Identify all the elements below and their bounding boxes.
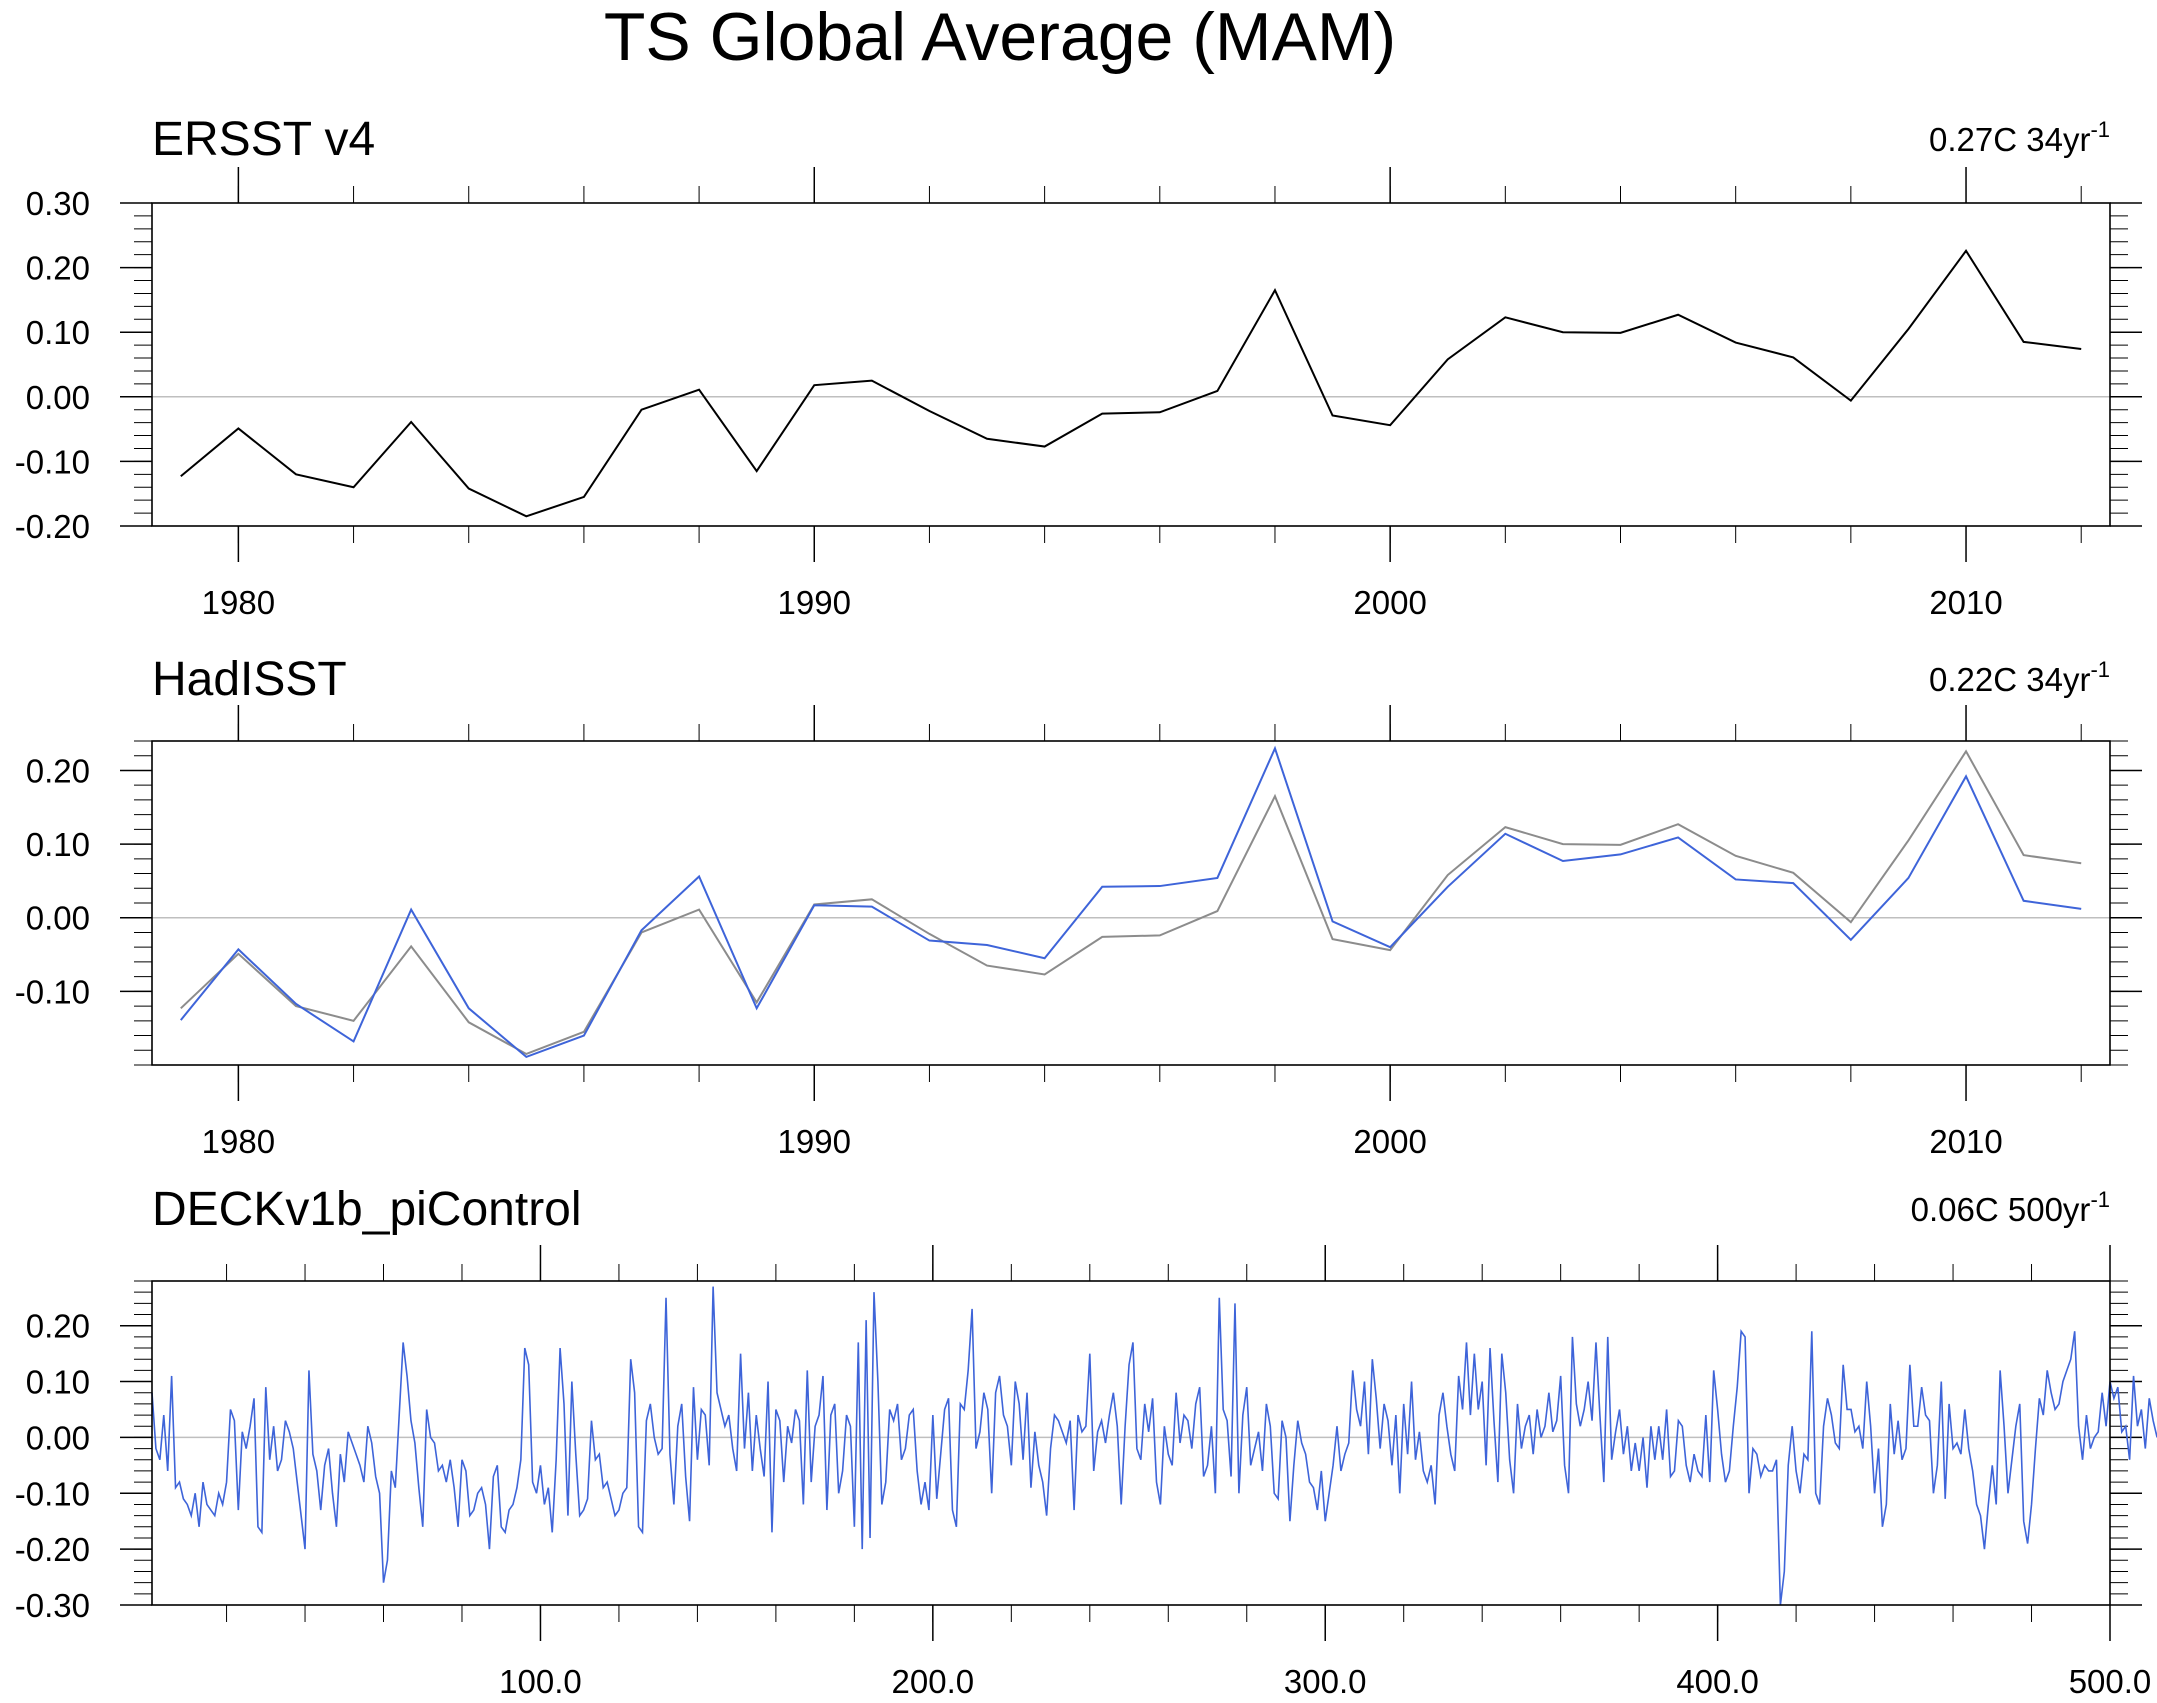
figure-title: TS Global Average (MAM) bbox=[604, 0, 1396, 75]
y-tick-label: -0.10 bbox=[15, 973, 90, 1010]
x-tick-label: 300.0 bbox=[1284, 1663, 1367, 1700]
y-tick-label: 0.00 bbox=[26, 379, 90, 416]
panel-title: HadISST bbox=[152, 653, 347, 706]
panel-hadisst: HadISST 0.22C 34yr-1 -0.10 0.00 0.10 0.20 19… bbox=[15, 653, 2142, 1160]
y-tick-label: 0.20 bbox=[26, 1308, 90, 1345]
x-tick-label: 1980 bbox=[202, 1123, 275, 1160]
x-tick-label: 100.0 bbox=[499, 1663, 582, 1700]
y-tick-label: -0.30 bbox=[15, 1587, 90, 1624]
x-tick-label: 500.0 bbox=[2069, 1663, 2152, 1700]
y-tick-label: 0.20 bbox=[26, 752, 90, 789]
x-tick-label: 2010 bbox=[1929, 1123, 2002, 1160]
series-line-ersst-v4 bbox=[180, 249, 2082, 518]
x-tick-label: 1980 bbox=[202, 584, 275, 621]
x-tick-label: 400.0 bbox=[1676, 1663, 1759, 1700]
y-tick-label: 0.30 bbox=[26, 185, 90, 222]
trend-label: 0.22C 34yr-1 bbox=[1929, 657, 2110, 698]
y-tick-label: 0.10 bbox=[26, 1364, 90, 1401]
trend-label: 0.27C 34yr-1 bbox=[1929, 117, 2110, 158]
panel-ersst: ERSST v4 0.27C 34yr-1 -0.20 -0.10 0.00 0.10… bbox=[15, 113, 2142, 621]
y-tick-label: 0.20 bbox=[26, 250, 90, 287]
y-tick-label: 0.10 bbox=[26, 826, 90, 863]
series-line-hadisst bbox=[180, 745, 2082, 1059]
plot-frame bbox=[151, 1280, 2111, 1606]
plot-frame bbox=[151, 740, 2111, 1066]
panel-title: DECKv1b_piControl bbox=[152, 1183, 582, 1236]
plot-frame bbox=[151, 202, 2111, 527]
x-tick-label: 1990 bbox=[778, 1123, 851, 1160]
trend-label: 0.06C 500yr-1 bbox=[1911, 1187, 2110, 1228]
panel-title: ERSST v4 bbox=[152, 113, 375, 166]
y-tick-label: 0.10 bbox=[26, 314, 90, 351]
x-tick-label: 2000 bbox=[1353, 1123, 1426, 1160]
series-line-deckv1b-picontrol bbox=[151, 1286, 2157, 1606]
x-tick-label: 2000 bbox=[1353, 584, 1426, 621]
y-tick-label: 0.00 bbox=[26, 900, 90, 937]
panel-picontrol: DECKv1b_piControl 0.06C 500yr-1 -0.30 -0.… bbox=[15, 1183, 2157, 1700]
x-tick-label: 200.0 bbox=[892, 1663, 975, 1700]
y-tick-label: -0.10 bbox=[15, 1475, 90, 1512]
y-tick-label: -0.10 bbox=[15, 443, 90, 480]
x-tick-label: 2010 bbox=[1929, 584, 2002, 621]
y-tick-label: -0.20 bbox=[15, 508, 90, 545]
series-line-ersst-v4-reference- bbox=[180, 749, 2082, 1056]
y-tick-label: 0.00 bbox=[26, 1419, 90, 1456]
y-tick-label: -0.20 bbox=[15, 1531, 90, 1568]
x-tick-label: 1990 bbox=[778, 584, 851, 621]
